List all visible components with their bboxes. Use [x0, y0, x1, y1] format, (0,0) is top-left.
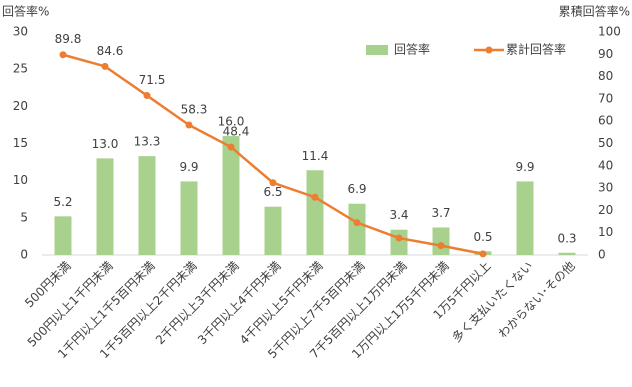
y2-tick-label: 20 [598, 203, 613, 217]
line-point [353, 219, 361, 227]
y-tick-label: 15 [13, 136, 28, 150]
line-point [185, 121, 193, 129]
x-tick-label: わからない･その他 [496, 259, 578, 341]
bar [180, 181, 198, 255]
y2-tick-label: 10 [598, 225, 613, 239]
line-point [101, 62, 109, 70]
data-label: 6.5 [263, 185, 282, 199]
y2-tick-label: 30 [598, 181, 613, 195]
y2-axis-title: 累積回答率% [559, 4, 630, 19]
bar [432, 227, 450, 255]
bar [516, 181, 534, 255]
y-tick-label: 0 [20, 248, 28, 262]
data-label: 84.6 [97, 44, 124, 58]
data-label: 13.0 [92, 137, 119, 151]
line-point [269, 179, 277, 187]
data-label: 11.4 [302, 149, 329, 163]
line-point [227, 143, 235, 151]
data-label: 58.3 [181, 102, 208, 116]
bar [222, 136, 240, 255]
y-tick-label: 25 [13, 62, 28, 76]
bar [138, 156, 156, 255]
line-point [59, 51, 67, 59]
bar [96, 158, 114, 255]
line-point [479, 250, 487, 258]
y2-tick-label: 50 [598, 136, 613, 150]
data-label: 0.5 [473, 230, 492, 244]
legend-label: 累計回答率 [506, 42, 566, 57]
y2-tick-label: 70 [598, 91, 613, 105]
line-point [395, 234, 403, 242]
y2-tick-label: 0 [598, 248, 606, 262]
legend-swatch [366, 45, 388, 55]
legend-swatch [485, 46, 493, 54]
data-label: 3.7 [431, 206, 450, 220]
line-point [311, 193, 319, 201]
line-point [437, 242, 445, 250]
data-label: 89.8 [55, 32, 82, 46]
data-label: 9.9 [515, 160, 534, 174]
data-label: 16.0 [218, 115, 245, 129]
x-tick-label: 多く支払いたくない [449, 259, 535, 345]
data-label: 13.3 [134, 135, 161, 149]
bar [390, 229, 408, 255]
y2-tick-label: 60 [598, 114, 613, 128]
y-tick-label: 20 [13, 99, 28, 113]
bar [348, 203, 366, 255]
data-label: 3.4 [389, 208, 408, 222]
y-tick-label: 5 [20, 210, 28, 224]
bar [558, 252, 576, 255]
y-axis-title: 回答率% [2, 4, 49, 19]
data-label: 71.5 [139, 73, 166, 87]
y2-tick-label: 100 [598, 25, 621, 39]
data-label: 0.3 [557, 231, 576, 245]
y2-tick-label: 40 [598, 158, 613, 172]
data-label: 5.2 [53, 195, 72, 209]
legend-label: 回答率 [394, 42, 430, 57]
bar [306, 170, 324, 255]
data-label: 9.9 [179, 160, 198, 174]
y2-tick-label: 80 [598, 69, 613, 83]
bar [264, 206, 282, 255]
bar [54, 216, 72, 255]
data-label: 6.9 [347, 182, 366, 196]
y-tick-label: 30 [13, 25, 28, 39]
y-tick-label: 10 [13, 173, 28, 187]
y2-tick-label: 90 [598, 47, 613, 61]
line-point [143, 92, 151, 100]
data-label: 48.4 [223, 125, 250, 139]
